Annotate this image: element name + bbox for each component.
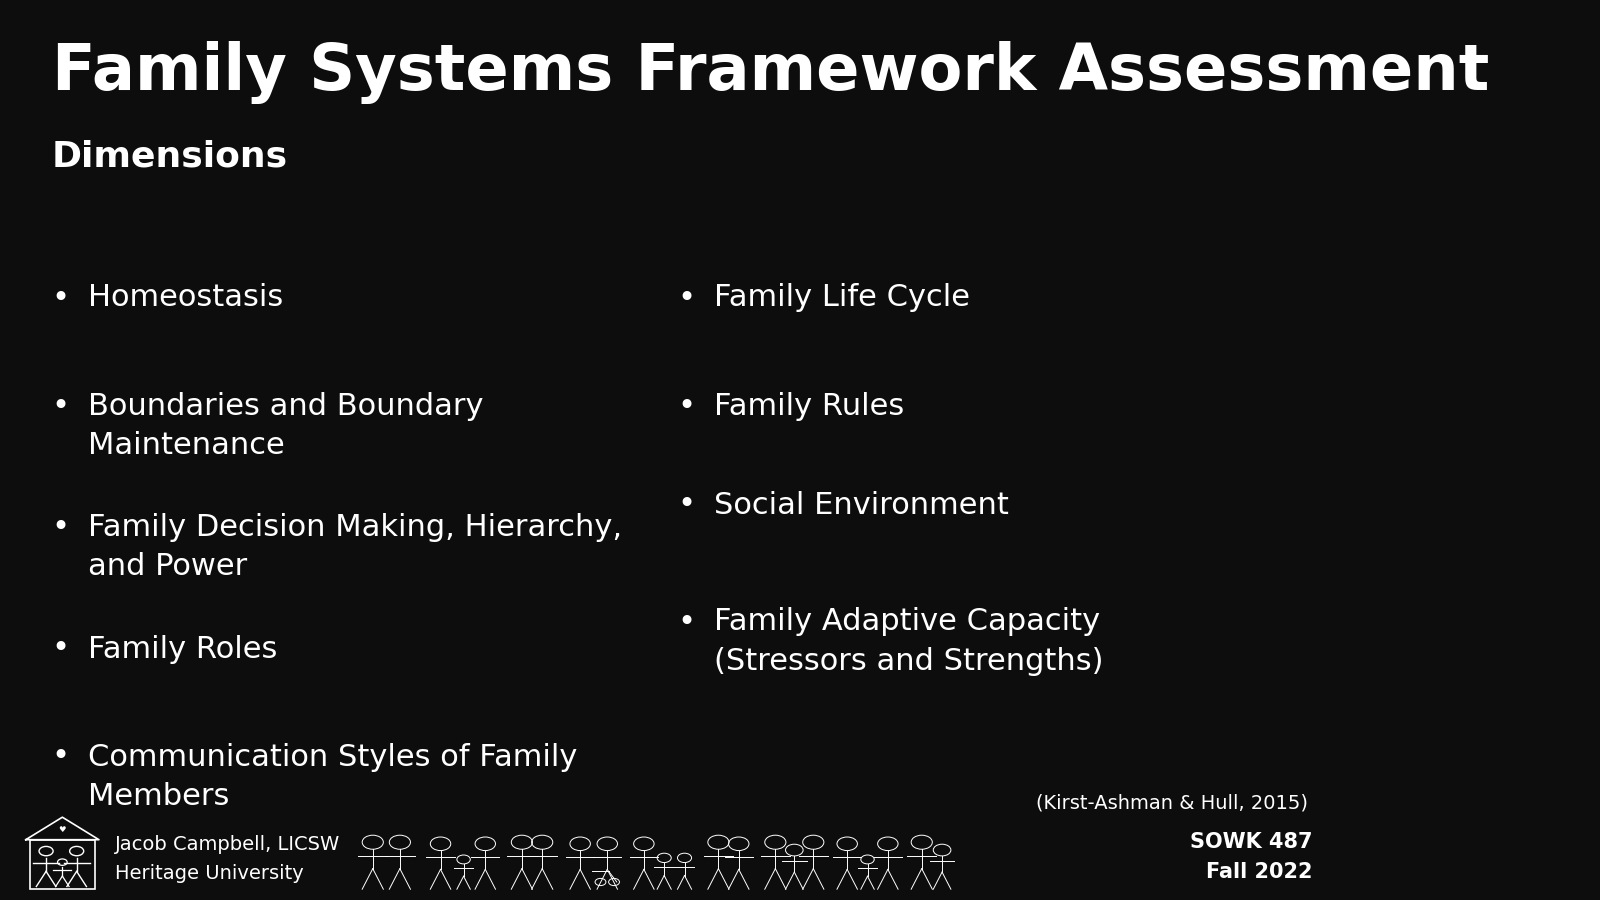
Text: •: •	[678, 284, 696, 312]
Text: Communication Styles of Family
Members: Communication Styles of Family Members	[88, 742, 578, 811]
Text: Jacob Campbell, LICSW: Jacob Campbell, LICSW	[115, 835, 341, 854]
Text: Social Environment: Social Environment	[714, 491, 1010, 519]
Text: Family Rules: Family Rules	[714, 392, 904, 420]
Text: Family Systems Framework Assessment: Family Systems Framework Assessment	[51, 40, 1490, 104]
Text: •: •	[51, 284, 70, 312]
Text: Boundaries and Boundary
Maintenance: Boundaries and Boundary Maintenance	[88, 392, 483, 460]
Text: •: •	[678, 392, 696, 420]
Text: •: •	[678, 608, 696, 636]
Text: Heritage University: Heritage University	[115, 864, 304, 883]
Text: Homeostasis: Homeostasis	[88, 284, 283, 312]
Text: Dimensions: Dimensions	[51, 140, 288, 174]
Text: •: •	[51, 634, 70, 663]
Text: Family Roles: Family Roles	[88, 634, 277, 663]
Text: (Kirst-Ashman & Hull, 2015): (Kirst-Ashman & Hull, 2015)	[1037, 794, 1309, 813]
Text: •: •	[51, 742, 70, 771]
Text: SOWK 487: SOWK 487	[1190, 832, 1312, 851]
Text: Family Life Cycle: Family Life Cycle	[714, 284, 970, 312]
Text: Family Decision Making, Hierarchy,
and Power: Family Decision Making, Hierarchy, and P…	[88, 513, 622, 581]
Text: Family Adaptive Capacity
(Stressors and Strengths): Family Adaptive Capacity (Stressors and …	[714, 608, 1104, 676]
Text: Fall 2022: Fall 2022	[1206, 862, 1312, 882]
Text: ♥: ♥	[59, 825, 66, 834]
Text: •: •	[678, 491, 696, 519]
Text: •: •	[51, 392, 70, 420]
Text: •: •	[51, 513, 70, 542]
